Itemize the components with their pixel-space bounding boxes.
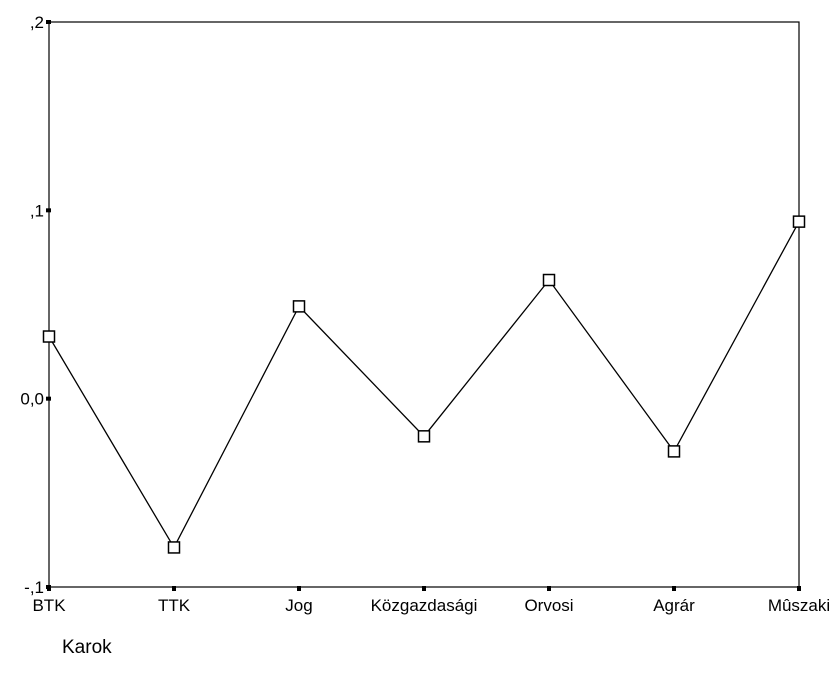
x-tick-label: Mûszaki bbox=[768, 596, 830, 615]
x-tick-mark bbox=[547, 586, 551, 591]
y-tick-label: ,2 bbox=[30, 13, 44, 32]
y-tick-label: 0,0 bbox=[20, 390, 44, 409]
y-tick-label: -,1 bbox=[24, 578, 44, 597]
x-tick-label: Agrár bbox=[653, 596, 695, 615]
x-axis-ticks: BTK TTK Jog Közgazdasági Orvosi Agrár Mûszaki bbox=[32, 586, 830, 615]
x-tick-label: Közgazdasági bbox=[371, 596, 478, 615]
y-tick-label: ,1 bbox=[30, 201, 44, 220]
y-tick-mark bbox=[46, 20, 51, 24]
x-tick-label: TTK bbox=[158, 596, 191, 615]
x-tick-mark bbox=[797, 586, 801, 591]
x-tick-mark bbox=[47, 586, 51, 591]
data-point-marker bbox=[417, 430, 431, 443]
x-tick-mark bbox=[297, 586, 301, 591]
data-point-marker bbox=[542, 273, 556, 287]
data-point-marker bbox=[667, 445, 681, 458]
x-tick-mark bbox=[672, 586, 676, 591]
data-point-marker bbox=[167, 541, 181, 554]
x-axis-title: Karok bbox=[62, 637, 112, 658]
x-tick-label: Orvosi bbox=[524, 596, 573, 615]
data-point-marker bbox=[42, 330, 56, 343]
x-tick-label: Jog bbox=[285, 596, 312, 615]
series-layer bbox=[42, 215, 806, 554]
y-tick-mark bbox=[46, 208, 51, 213]
data-point-marker bbox=[792, 215, 806, 228]
x-tick-mark bbox=[172, 586, 176, 591]
data-point-marker bbox=[292, 300, 306, 313]
plot-area bbox=[48, 21, 800, 588]
x-tick-mark bbox=[422, 586, 426, 591]
y-axis-ticks: -,1 0,0 ,1 ,2 bbox=[20, 13, 51, 597]
y-tick-mark bbox=[46, 396, 51, 401]
x-tick-label: BTK bbox=[32, 596, 66, 615]
